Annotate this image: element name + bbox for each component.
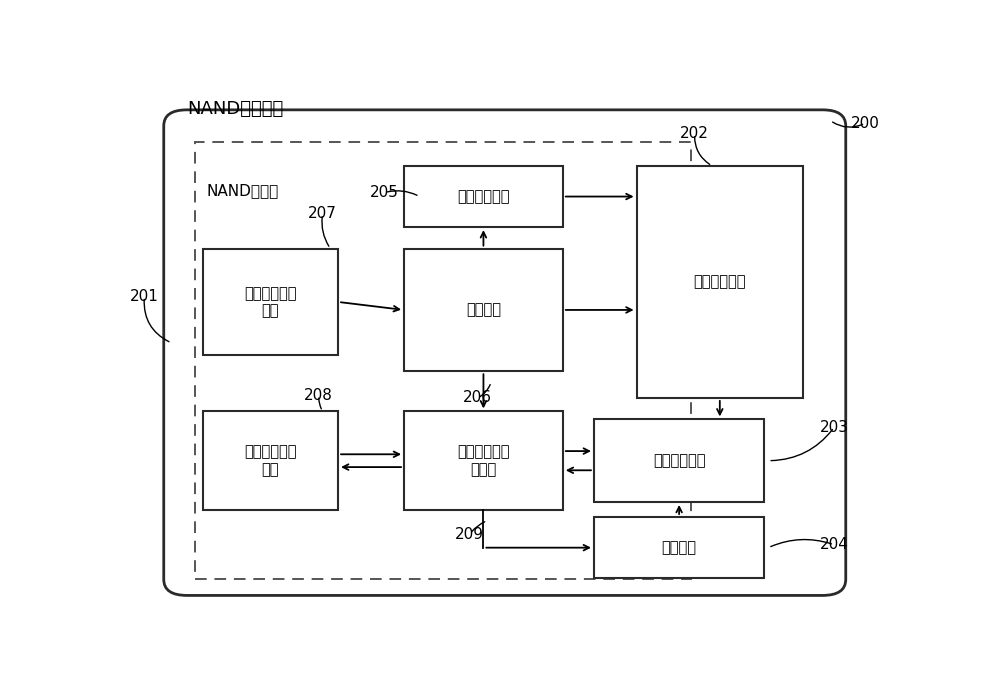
FancyBboxPatch shape: [637, 166, 803, 398]
Text: NAND控制器: NAND控制器: [206, 183, 279, 198]
Text: 200: 200: [851, 116, 880, 131]
Text: 208: 208: [304, 388, 333, 403]
Text: 列解码器: 列解码器: [662, 540, 697, 555]
Text: 206: 206: [463, 390, 492, 405]
Text: 控制电路: 控制电路: [466, 302, 501, 317]
Text: 201: 201: [130, 289, 159, 304]
Text: 数据输入输出
缓冲器: 数据输入输出 缓冲器: [457, 444, 510, 477]
Text: 204: 204: [820, 537, 849, 552]
Text: 203: 203: [820, 420, 849, 435]
Text: 207: 207: [308, 207, 337, 221]
Text: 存储单元阵列: 存储单元阵列: [694, 274, 746, 290]
Text: 位线控制电路: 位线控制电路: [653, 453, 705, 468]
Text: 202: 202: [680, 126, 709, 141]
FancyBboxPatch shape: [202, 412, 338, 510]
FancyBboxPatch shape: [594, 419, 764, 502]
Text: 控制信号输入
端子: 控制信号输入 端子: [244, 286, 297, 318]
Text: 字线控制电路: 字线控制电路: [457, 189, 510, 204]
FancyBboxPatch shape: [404, 249, 563, 371]
FancyBboxPatch shape: [594, 517, 764, 579]
FancyBboxPatch shape: [164, 109, 846, 595]
FancyBboxPatch shape: [404, 166, 563, 227]
Text: 数据输入输出
端子: 数据输入输出 端子: [244, 444, 297, 477]
FancyBboxPatch shape: [202, 249, 338, 356]
FancyBboxPatch shape: [195, 142, 691, 579]
Text: 205: 205: [370, 185, 399, 200]
Text: 209: 209: [455, 527, 484, 541]
FancyBboxPatch shape: [404, 412, 563, 510]
Text: NAND存储芯片: NAND存储芯片: [187, 100, 283, 118]
